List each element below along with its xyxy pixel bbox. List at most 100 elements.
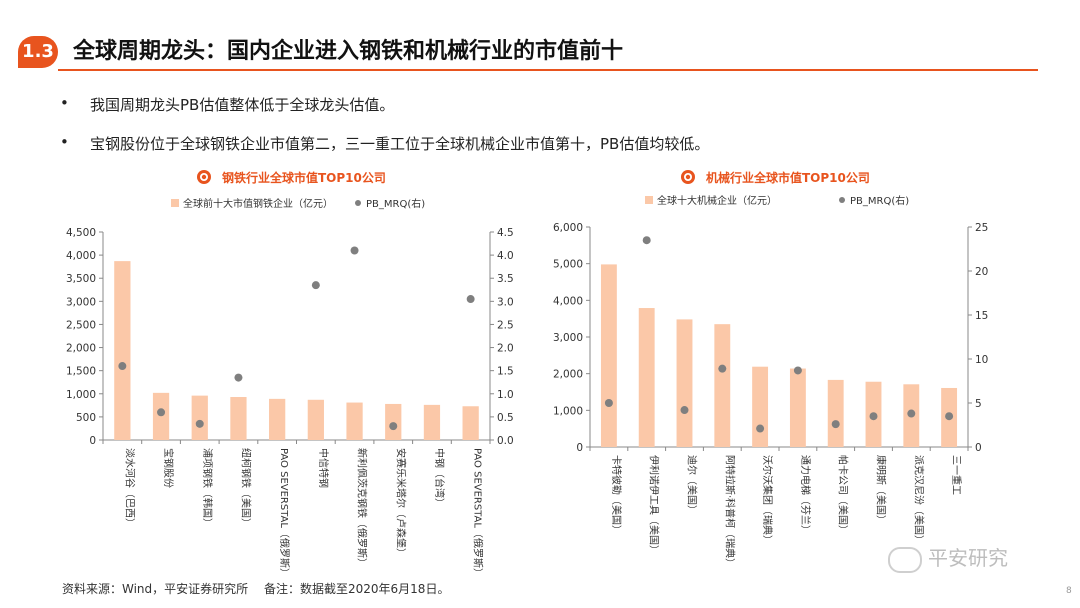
bar <box>714 324 731 447</box>
bar <box>789 368 806 447</box>
pb-point <box>642 236 651 245</box>
x-tick-label: 迪尔（美国） <box>686 455 699 515</box>
x-tick-label: 阿特拉斯·科普柯（瑞典） <box>723 455 736 568</box>
wechat-icon <box>888 546 922 573</box>
bar <box>191 395 208 440</box>
y-tick-label-left: 4,000 <box>66 250 96 262</box>
pb-point <box>945 412 954 421</box>
y-tick-label-right: 15 <box>975 310 988 322</box>
bar <box>230 397 247 440</box>
x-tick-label: PAO SEVERSTAL（俄罗斯） <box>278 448 291 578</box>
y-tick-label-left: 2,000 <box>553 369 583 381</box>
y-tick-label-right: 4.5 <box>497 227 514 239</box>
bar <box>600 264 617 447</box>
legend-swatch-bar <box>171 199 179 207</box>
legend-label: PB_MRQ(右) <box>366 197 425 210</box>
legend-swatch-dot <box>355 200 361 206</box>
pb-point <box>350 246 359 255</box>
bar <box>152 392 170 440</box>
watermark-text: 平安研究 <box>928 546 1008 570</box>
watermark: 平安研究 <box>888 542 1008 573</box>
chart-title: 钢铁行业全球市值TOP10公司 <box>222 170 386 185</box>
x-tick-label: 安赛乐米塔尔（卢森堡） <box>394 448 407 558</box>
y-tick-label-left: 1,500 <box>66 366 96 378</box>
footer: 资料来源：Wind，平安证券研究所 备注：数据截至2020年6月18日。 <box>62 580 461 597</box>
pb-point <box>869 412 878 421</box>
y-tick-label-right: 0.5 <box>497 412 514 424</box>
y-tick-label-left: 2,500 <box>66 319 96 331</box>
legend-label: 全球十大机械企业（亿元） <box>657 194 777 207</box>
bullet-text: 宝钢股份位于全球钢铁企业市值第二，三一重工位于全球机械企业市值第十，PB估值均较… <box>90 135 710 153</box>
bar <box>638 308 655 447</box>
x-tick-label: 三一重工 <box>950 455 963 495</box>
y-tick-label-left: 0 <box>576 442 583 454</box>
x-tick-label: 淡水河谷（巴西） <box>123 448 135 528</box>
y-tick-label-right: 0.0 <box>497 435 514 447</box>
x-tick-label: 沃尔沃集团（瑞典） <box>761 455 774 545</box>
bullet-text: 我国周期龙头PB估值整体低于全球龙头估值。 <box>90 96 395 114</box>
pb-point <box>756 424 765 433</box>
pb-point <box>118 362 127 371</box>
slide-title: 全球周期龙头：国内企业进入钢铁和机械行业的市值前十 <box>73 39 624 64</box>
x-tick-label: 帕卡公司（美国） <box>837 455 850 535</box>
y-tick-label-right: 3.5 <box>497 273 514 285</box>
y-tick-label-left: 4,500 <box>66 227 96 239</box>
pb-point <box>157 408 166 417</box>
bar <box>307 399 324 440</box>
bar <box>423 404 441 440</box>
pb-point <box>718 364 727 373</box>
y-tick-label-right: 20 <box>975 266 988 278</box>
x-tick-label: 纽柯钢铁（美国） <box>239 448 252 528</box>
y-tick-label-left: 6,000 <box>553 222 583 234</box>
y-tick-label-left: 1,000 <box>553 405 583 417</box>
target-icon-center <box>201 174 207 180</box>
bar <box>269 398 286 440</box>
slide-header: 1.3 全球周期龙头：国内企业进入钢铁和机械行业的市值前十 <box>18 36 1038 71</box>
y-tick-label-left: 500 <box>76 412 96 424</box>
title-underline <box>58 69 1038 71</box>
x-tick-label: 康明斯（美国） <box>875 455 888 525</box>
y-tick-label-left: 3,000 <box>66 296 96 308</box>
chart-title: 机械行业全球市值TOP10公司 <box>706 170 870 185</box>
bar <box>827 379 844 447</box>
y-tick-label-left: 0 <box>89 435 96 447</box>
bar <box>346 402 363 440</box>
bar <box>114 261 131 440</box>
y-tick-label-right: 2.5 <box>497 319 514 331</box>
x-tick-label: PAO SEVERSTAL（俄罗斯） <box>472 448 485 578</box>
pb-point <box>195 419 204 428</box>
y-tick-label-right: 3.0 <box>497 296 514 308</box>
y-tick-label-right: 1.5 <box>497 366 514 378</box>
section-number-badge: 1.3 <box>18 36 58 68</box>
footer-source: 资料来源：Wind，平安证券研究所 <box>62 582 249 596</box>
y-tick-label-left: 4,000 <box>553 295 583 307</box>
x-tick-label: 宝钢股份 <box>162 448 175 488</box>
y-tick-label-left: 5,000 <box>553 259 583 271</box>
legend-swatch-dot <box>839 197 845 203</box>
pb-point <box>831 420 840 429</box>
bullet-dot: • <box>60 133 69 151</box>
legend-swatch-bar <box>645 196 653 204</box>
pb-point <box>234 373 243 382</box>
pb-point <box>389 422 398 431</box>
page-number: 8 <box>1066 586 1072 596</box>
y-tick-label-left: 3,500 <box>66 273 96 285</box>
y-tick-label-left: 3,000 <box>553 332 583 344</box>
bullet-dot: • <box>60 94 69 112</box>
x-tick-label: 新利佩茨克钢铁（俄罗斯） <box>356 448 369 568</box>
y-tick-label-right: 25 <box>975 222 988 234</box>
x-tick-label: 浦项钢铁（韩国） <box>201 448 214 528</box>
x-tick-label: 中信特钢 <box>317 448 330 488</box>
bar <box>676 319 693 447</box>
pb-point <box>793 366 802 375</box>
pb-point <box>680 406 689 415</box>
pb-point <box>907 409 916 418</box>
x-tick-label: 伊利诺伊工具（美国） <box>648 455 661 555</box>
footer-note: 备注：数据截至2020年6月18日。 <box>264 582 450 596</box>
x-tick-label: 派克汉尼汾（美国） <box>912 455 925 545</box>
y-tick-label-left: 2,000 <box>66 343 96 355</box>
pb-point <box>604 399 613 407</box>
x-tick-label: 卡特彼勒（美国） <box>610 455 623 535</box>
